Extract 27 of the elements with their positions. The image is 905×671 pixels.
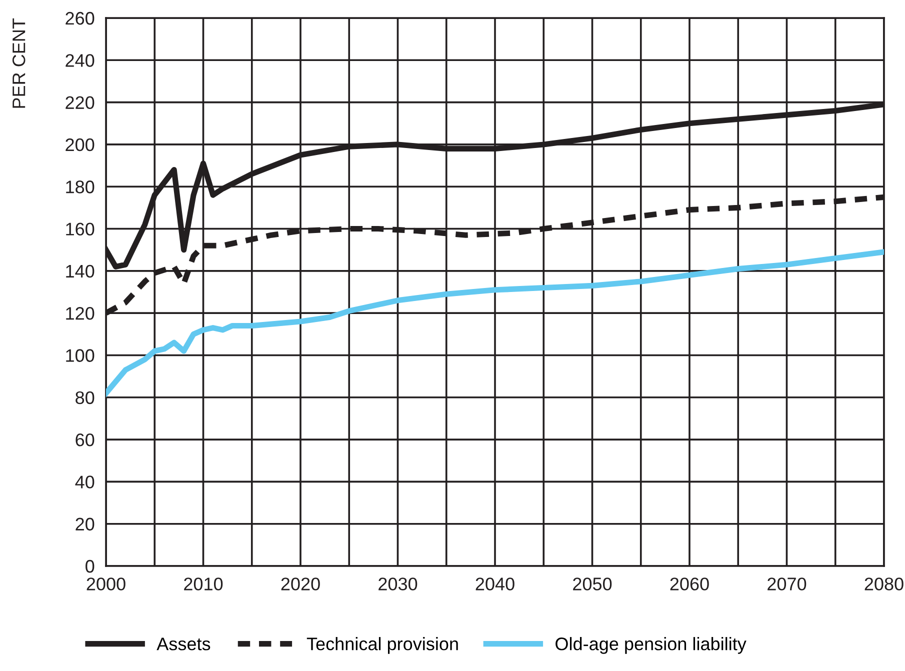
x-tick-label: 2040 — [476, 578, 514, 590]
y-tick-label: 140 — [66, 264, 94, 278]
y-tick-label: 0 — [86, 560, 94, 573]
y-tick-label: 180 — [66, 180, 94, 194]
y-tick-label: 20 — [76, 518, 94, 531]
y-tick-label: 120 — [66, 307, 94, 320]
y-tick-label: 260 — [66, 12, 94, 25]
legend-label: Technical provision — [306, 637, 458, 654]
y-tick-label: 200 — [66, 138, 94, 152]
y-axis-title: PER CENT — [12, 18, 26, 108]
y-tick-label: 80 — [76, 391, 94, 404]
x-tick-label: 2050 — [573, 578, 612, 590]
x-tick-label: 2020 — [281, 578, 320, 590]
legend-label: Assets — [156, 638, 210, 650]
x-tick-label: 2070 — [768, 578, 806, 590]
x-tick-label: 2030 — [378, 578, 418, 590]
y-tick-label: 160 — [66, 222, 94, 236]
x-tick-label: 2080 — [864, 578, 904, 590]
y-tick-label: 100 — [66, 349, 94, 362]
x-tick-label: 2010 — [184, 578, 223, 590]
x-tick-label: 2000 — [86, 578, 126, 590]
y-tick-label: 40 — [75, 476, 94, 488]
legend-label: Old-age pension liability — [556, 637, 746, 654]
y-tick-label: 60 — [76, 433, 94, 446]
y-tick-label: 220 — [66, 96, 94, 110]
x-tick-label: 2060 — [670, 578, 709, 590]
y-tick-label: 240 — [66, 54, 94, 67]
